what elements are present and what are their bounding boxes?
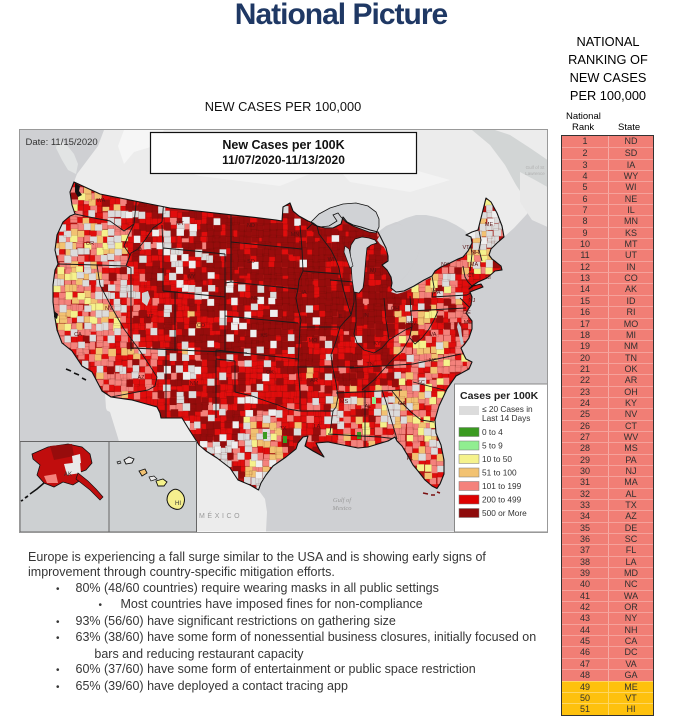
svg-text:SC: SC <box>417 380 425 386</box>
svg-text:MA: MA <box>469 262 478 268</box>
svg-text:SD: SD <box>247 259 255 265</box>
svg-text:DE: DE <box>463 310 471 316</box>
svg-text:CT: CT <box>467 273 475 279</box>
svg-text:51 to 100: 51 to 100 <box>482 468 517 478</box>
svg-text:WA: WA <box>96 198 105 204</box>
svg-text:VT: VT <box>462 245 470 251</box>
svg-text:ID: ID <box>136 247 142 253</box>
svg-text:New Cases per 100K: New Cases per 100K <box>222 138 344 152</box>
svg-text:10 to 50: 10 to 50 <box>482 454 512 464</box>
svg-text:AR: AR <box>310 378 318 384</box>
svg-text:FL: FL <box>406 456 412 462</box>
svg-text:NV: NV <box>105 306 113 312</box>
svg-text:RI: RI <box>485 275 491 281</box>
svg-text:NY: NY <box>441 262 449 268</box>
svg-text:Gulf of: Gulf of <box>332 497 351 504</box>
svg-text:Lawrence: Lawrence <box>525 171 545 176</box>
svg-text:VA: VA <box>429 332 436 338</box>
svg-text:PA: PA <box>433 290 440 296</box>
svg-text:Gulf of St: Gulf of St <box>525 165 545 170</box>
svg-text:GA: GA <box>398 401 406 407</box>
svg-text:500 or More: 500 or More <box>482 508 527 518</box>
svg-text:WY: WY <box>186 274 195 280</box>
svg-text:MO: MO <box>308 338 318 344</box>
svg-text:TN: TN <box>366 362 373 368</box>
svg-text:AZ: AZ <box>137 375 145 381</box>
svg-text:MD: MD <box>463 320 472 326</box>
svg-text:LA: LA <box>313 424 320 430</box>
svg-text:101 to 199: 101 to 199 <box>482 481 522 491</box>
svg-text:MN: MN <box>290 232 299 238</box>
svg-text:OR: OR <box>85 241 93 247</box>
svg-text:MÉXICO: MÉXICO <box>199 511 242 520</box>
svg-text:TX: TX <box>279 426 286 432</box>
svg-text:WV: WV <box>407 321 416 327</box>
svg-text:MT: MT <box>176 221 185 227</box>
svg-text:CA: CA <box>74 332 82 338</box>
svg-text:≤ 20 Cases in: ≤ 20 Cases in <box>482 404 533 414</box>
svg-text:NJ: NJ <box>468 298 475 304</box>
svg-text:NE: NE <box>251 296 259 302</box>
svg-text:ND: ND <box>247 223 255 229</box>
svg-text:5 to 9: 5 to 9 <box>482 441 503 451</box>
svg-text:IA: IA <box>301 290 307 296</box>
svg-text:200 to 499: 200 to 499 <box>482 495 522 505</box>
svg-text:Mexico: Mexico <box>331 505 352 512</box>
svg-text:11/07/2020-11/13/2020: 11/07/2020-11/13/2020 <box>222 153 345 167</box>
svg-text:AK: AK <box>64 472 72 478</box>
svg-text:NM: NM <box>189 381 198 387</box>
svg-text:UT: UT <box>146 314 154 320</box>
svg-text:MS: MS <box>339 399 348 405</box>
svg-text:0 to 4: 0 to 4 <box>482 427 503 437</box>
svg-text:AL: AL <box>364 404 371 410</box>
svg-text:IL: IL <box>338 314 343 320</box>
svg-text:Last 14 Days: Last 14 Days <box>482 413 530 423</box>
svg-text:IN: IN <box>363 313 369 319</box>
svg-text:NC: NC <box>429 358 437 364</box>
svg-text:MI: MI <box>369 268 376 274</box>
svg-text:OK: OK <box>266 370 274 376</box>
svg-text:KY: KY <box>373 341 381 347</box>
svg-text:NH: NH <box>471 250 479 256</box>
svg-text:HI: HI <box>175 501 181 507</box>
svg-text:Date: 11/15/2020: Date: 11/15/2020 <box>25 137 97 148</box>
svg-text:ME: ME <box>484 222 493 228</box>
svg-text:CO: CO <box>196 323 205 329</box>
svg-text:Cases per 100K: Cases per 100K <box>460 390 539 402</box>
svg-text:WI: WI <box>327 257 334 263</box>
svg-text:OH: OH <box>390 306 398 312</box>
svg-text:KS: KS <box>260 333 268 339</box>
